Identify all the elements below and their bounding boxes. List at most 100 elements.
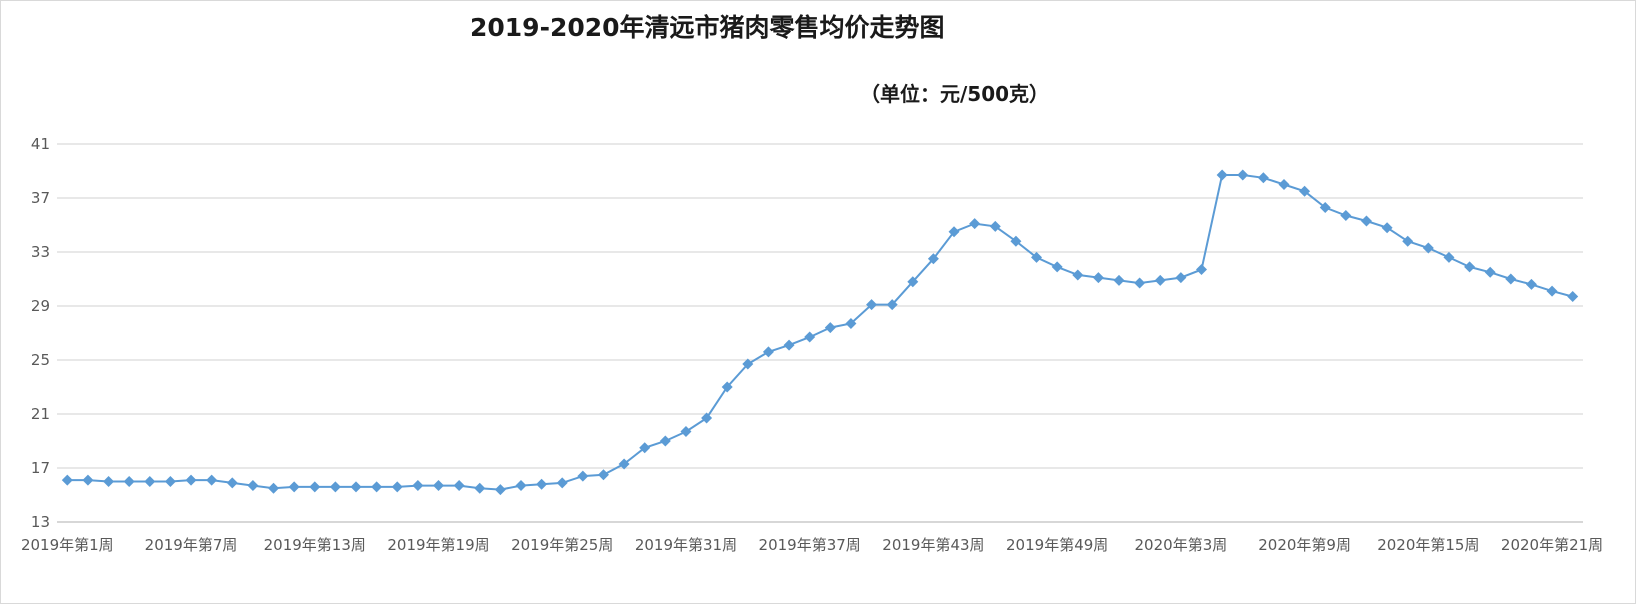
data-point xyxy=(494,484,506,496)
data-point xyxy=(206,474,218,486)
data-point xyxy=(701,412,713,424)
y-tick-label: 21 xyxy=(31,405,50,423)
data-point xyxy=(639,442,651,454)
x-tick-label: 2019年第43周 xyxy=(882,536,984,554)
data-point xyxy=(103,476,115,487)
x-tick-label: 2019年第1周 xyxy=(21,536,114,554)
data-point xyxy=(659,435,671,447)
y-tick-label: 25 xyxy=(31,351,50,369)
y-tick-label: 17 xyxy=(31,459,50,477)
y-gridlines xyxy=(57,143,1583,523)
data-point xyxy=(886,299,898,311)
data-point xyxy=(185,474,197,486)
data-point xyxy=(1360,215,1372,227)
data-point xyxy=(762,346,774,358)
y-tick-label: 37 xyxy=(31,189,50,207)
y-tick-label: 33 xyxy=(31,243,50,261)
data-point xyxy=(948,226,960,238)
data-point xyxy=(453,480,465,492)
data-point xyxy=(1319,201,1331,213)
y-tick-label: 41 xyxy=(31,135,50,153)
data-point xyxy=(433,480,444,492)
data-point xyxy=(144,476,156,487)
data-point xyxy=(515,480,527,492)
data-point xyxy=(1134,277,1146,289)
data-point xyxy=(577,470,589,482)
y-axis-tick-labels: 13 17 21 25 29 33 37 41 xyxy=(31,135,50,531)
data-point xyxy=(1340,210,1352,222)
data-point xyxy=(391,481,403,493)
x-tick-label: 2020年第9周 xyxy=(1258,536,1351,554)
chart-unit-label: （单位：元/500克） xyxy=(860,82,1050,106)
x-tick-label: 2019年第7周 xyxy=(145,536,238,554)
chart-title: 2019-2020年清远市猪肉零售均价走势图 xyxy=(470,13,945,42)
data-point xyxy=(866,299,878,311)
data-point xyxy=(1278,179,1290,190)
x-tick-label: 2020年第15周 xyxy=(1377,536,1479,554)
data-point xyxy=(1051,261,1063,273)
data-point xyxy=(1484,266,1496,278)
data-point xyxy=(288,481,300,493)
data-point xyxy=(1196,264,1207,276)
data-point xyxy=(1092,272,1104,284)
data-point xyxy=(1031,251,1043,263)
data-point xyxy=(412,480,424,492)
data-point xyxy=(247,480,259,492)
x-tick-label: 2019年第37周 xyxy=(759,536,861,554)
data-point xyxy=(1257,172,1269,184)
data-point xyxy=(1381,222,1393,234)
data-point xyxy=(1525,278,1537,290)
data-point xyxy=(1175,272,1187,284)
data-point xyxy=(1443,251,1455,263)
x-tick-label: 2019年第31周 xyxy=(635,536,737,554)
x-axis-tick-labels: 2019年第1周 2019年第7周 2019年第13周 2019年第19周 2019年第… xyxy=(21,536,1603,554)
data-point xyxy=(226,477,238,489)
series-line xyxy=(67,174,1573,491)
data-point xyxy=(1546,285,1558,297)
data-point xyxy=(1505,273,1517,285)
data-point xyxy=(123,476,135,487)
data-point xyxy=(309,481,321,493)
y-tick-label: 29 xyxy=(31,297,50,315)
data-point xyxy=(1464,261,1476,273)
x-tick-label: 2020年第3周 xyxy=(1135,536,1228,554)
data-point xyxy=(329,481,341,493)
data-point xyxy=(1216,169,1228,181)
price-series xyxy=(61,169,1579,496)
data-point xyxy=(989,220,1001,232)
x-tick-label: 2019年第19周 xyxy=(387,536,489,554)
data-point xyxy=(907,276,919,288)
x-tick-label: 2019年第25周 xyxy=(511,536,613,554)
data-point xyxy=(82,474,94,486)
data-point xyxy=(1113,274,1125,286)
data-point xyxy=(350,481,362,493)
data-point xyxy=(1299,185,1311,197)
data-point xyxy=(1154,274,1166,286)
data-point xyxy=(721,381,733,393)
data-point xyxy=(597,469,609,481)
x-tick-label: 2019年第49周 xyxy=(1006,536,1108,554)
data-point xyxy=(268,482,280,494)
data-point xyxy=(164,476,176,487)
data-point xyxy=(1402,235,1414,247)
data-point xyxy=(783,339,795,351)
data-point xyxy=(61,474,73,486)
data-point xyxy=(742,358,754,370)
data-point xyxy=(474,482,486,494)
data-point xyxy=(1072,269,1084,281)
data-point xyxy=(845,318,857,330)
data-point xyxy=(824,322,836,334)
data-point xyxy=(927,253,939,265)
data-point xyxy=(969,218,981,230)
data-point xyxy=(1237,169,1249,181)
data-point xyxy=(536,478,548,490)
x-tick-label: 2020年第21周 xyxy=(1501,536,1603,554)
data-point xyxy=(1567,291,1579,303)
data-point xyxy=(804,331,816,343)
data-point xyxy=(1422,242,1434,254)
y-tick-label: 13 xyxy=(31,513,50,531)
data-point xyxy=(1010,235,1022,247)
data-point xyxy=(618,458,630,470)
